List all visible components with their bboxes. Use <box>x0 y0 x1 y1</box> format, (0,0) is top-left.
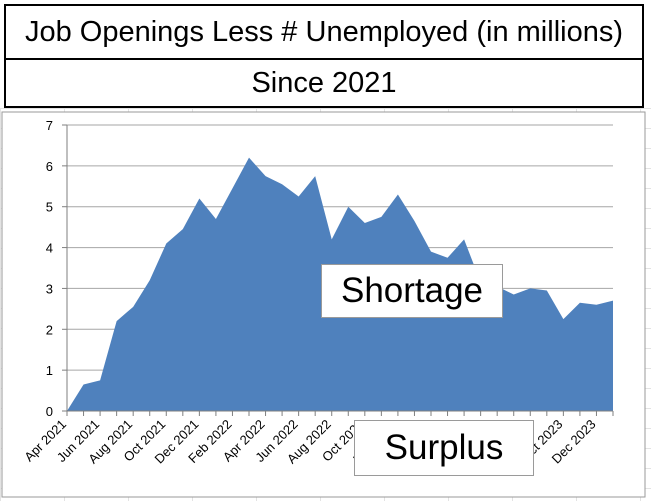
y-tick-label: 3 <box>46 281 53 296</box>
y-axis: 0 1 2 3 4 5 6 7 <box>46 118 68 419</box>
y-tick-label: 6 <box>46 159 53 174</box>
chart-subtitle: Since 2021 <box>4 58 644 108</box>
y-tick-label: 7 <box>46 118 53 133</box>
annotation-surplus: Surplus <box>354 420 534 476</box>
annotation-shortage: Shortage <box>321 264 503 318</box>
y-tick-label: 0 <box>46 404 53 419</box>
y-tick-label: 1 <box>46 363 53 378</box>
y-tick-label: 4 <box>46 241 53 256</box>
y-tick-label: 2 <box>46 322 53 337</box>
y-tick-label: 5 <box>46 200 53 215</box>
